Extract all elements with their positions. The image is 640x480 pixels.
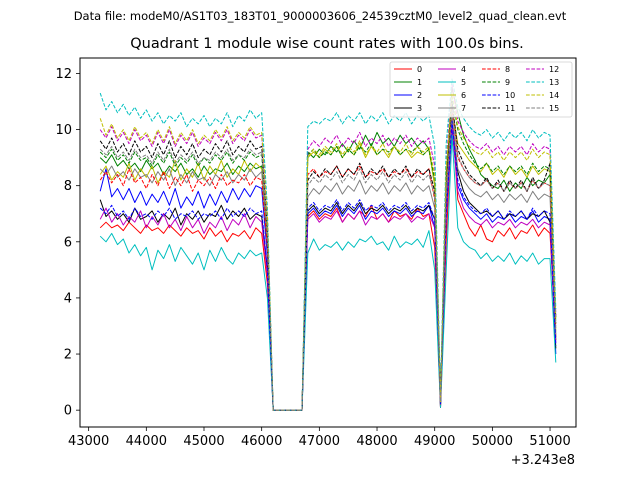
legend-item-0: 0: [394, 65, 422, 74]
legend-item-11: 11: [482, 104, 515, 113]
legend-item-3: 3: [394, 104, 422, 113]
legend-label: 9: [505, 78, 510, 87]
series-line-13: [99, 78, 557, 411]
y-tick-label: 6: [64, 235, 72, 250]
legend-item-10: 10: [482, 91, 515, 100]
chart-title: Quadrant 1 module wise count rates with …: [130, 36, 524, 52]
y-tick-label: 4: [64, 291, 72, 306]
x-tick-label: 48000: [356, 434, 397, 449]
legend-label: 11: [505, 104, 515, 113]
legend-label: 5: [461, 78, 466, 87]
series-line-6: [99, 106, 557, 411]
series-line-9: [99, 95, 557, 411]
series-line-4: [99, 123, 557, 411]
x-tick-label: 47000: [299, 434, 340, 449]
legend-label: 4: [461, 65, 466, 74]
x-tick-label: 46000: [241, 434, 282, 449]
legend-item-5: 5: [438, 78, 466, 87]
figure-suptitle: Data file: modeM0/AS1T03_183T01_90000036…: [74, 9, 567, 23]
x-tick-label: 44000: [126, 434, 167, 449]
legend-label: 13: [549, 78, 559, 87]
legend-item-6: 6: [438, 91, 466, 100]
x-tick-label: 51000: [529, 434, 570, 449]
legend-label: 6: [461, 91, 466, 100]
legend-item-8: 8: [482, 65, 510, 74]
legend-label: 7: [461, 104, 466, 113]
series-line-1: [99, 87, 557, 411]
x-tick-label: 49000: [414, 434, 455, 449]
x-tick-label: 43000: [68, 434, 109, 449]
series-line-15: [99, 106, 557, 411]
legend-label: 0: [417, 65, 422, 74]
legend-label: 10: [505, 91, 515, 100]
x-axis: 43000 44000 45000 46000 47000 48000 49000 50000…: [68, 427, 571, 449]
legend-item-12: 12: [526, 65, 559, 74]
legend-item-15: 15: [526, 104, 559, 113]
legend-label: 2: [417, 91, 422, 100]
legend-label: 8: [505, 65, 510, 74]
x-tick-label: 45000: [183, 434, 224, 449]
series-line-7: [99, 115, 557, 411]
series-layer: [99, 78, 557, 411]
legend-label: 3: [417, 104, 422, 113]
series-line-10: [99, 120, 557, 411]
plot-area-frame: [79, 57, 577, 428]
y-tick-label: 0: [64, 404, 72, 419]
series-line-5: [99, 134, 557, 411]
legend-label: 1: [417, 78, 422, 87]
x-tick-label: 50000: [472, 434, 513, 449]
series-line-2: [99, 129, 557, 411]
legend-label: 12: [549, 65, 559, 74]
legend-label: 14: [549, 91, 559, 100]
legend-frame: [389, 61, 573, 118]
legend-item-7: 7: [438, 104, 466, 113]
y-tick-label: 12: [55, 67, 72, 82]
legend-item-4: 4: [438, 65, 466, 74]
legend-item-13: 13: [526, 78, 559, 87]
legend-item-2: 2: [394, 91, 422, 100]
legend-label: 15: [549, 104, 559, 113]
legend-item-1: 1: [394, 78, 422, 87]
y-axis: 0 2 4 6 8 10 12: [55, 67, 80, 419]
legend-item-14: 14: [526, 91, 559, 100]
series-line-8: [99, 103, 557, 411]
series-line-0: [99, 112, 557, 411]
y-tick-label: 8: [64, 179, 72, 194]
y-tick-label: 2: [64, 348, 72, 363]
y-tick-label: 10: [55, 123, 72, 138]
legend-item-9: 9: [482, 78, 510, 87]
x-axis-offset-text: +3.243e8: [511, 453, 575, 468]
series-line-11: [99, 101, 557, 411]
series-line-12: [99, 84, 557, 411]
